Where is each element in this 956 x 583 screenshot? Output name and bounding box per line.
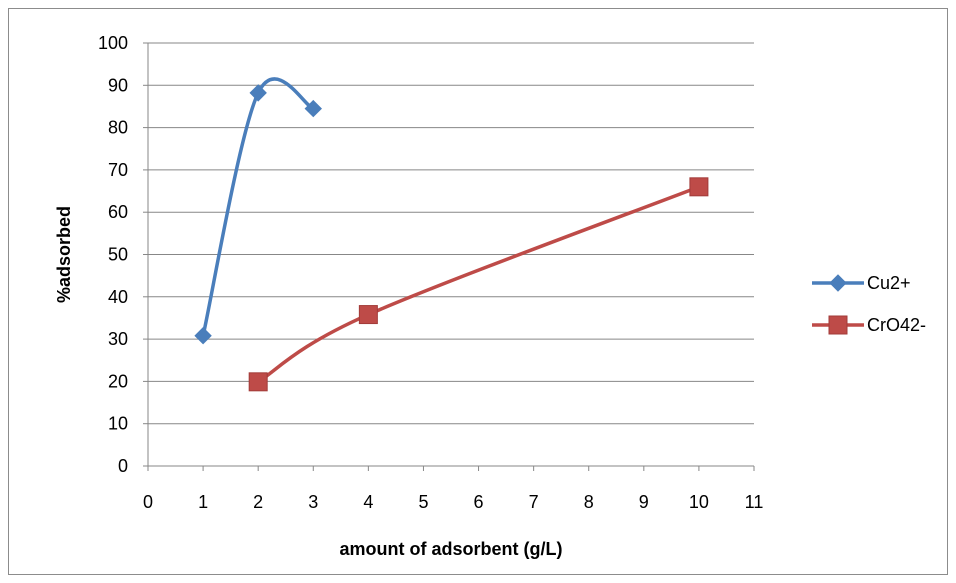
x-tick-label: 11	[745, 492, 764, 512]
legend-label: Cu2+	[867, 273, 911, 293]
data-point	[248, 372, 268, 392]
x-tick-label: 6	[474, 492, 484, 512]
x-tick-label: 1	[198, 492, 208, 512]
series-line	[201, 77, 316, 338]
x-tick-label: 3	[308, 492, 318, 512]
data-point	[194, 327, 212, 345]
y-tick-label: 70	[108, 160, 128, 180]
x-tick-label: 5	[418, 492, 428, 512]
x-tick-label: 7	[529, 492, 539, 512]
x-tick-label: 2	[253, 492, 263, 512]
x-tick-label: 0	[143, 492, 153, 512]
data-point	[304, 99, 322, 118]
y-tick-label: 90	[108, 75, 128, 95]
y-tick-label: 0	[118, 456, 128, 476]
y-tick-label: 50	[108, 245, 128, 265]
chart-area	[8, 8, 948, 575]
y-axis-title: %adsorbed	[54, 206, 74, 303]
data-point	[689, 177, 709, 197]
series-1	[194, 77, 322, 345]
axes: 0 10 20 30 40 50 60 70 80 90 100 0 1 2 3 4 5 6 7 8 9 10 11	[98, 33, 763, 512]
y-tick-label: 30	[108, 329, 128, 349]
data-point	[358, 305, 378, 325]
legend-label: CrO42-	[867, 315, 926, 335]
y-tick-label: 100	[98, 33, 128, 53]
legend-item-2: CrO42-	[812, 315, 926, 335]
series	[194, 77, 709, 392]
y-tick-label: 80	[108, 118, 128, 138]
x-tick-label: 4	[363, 492, 373, 512]
y-tick-label: 20	[108, 371, 128, 391]
data-point	[249, 84, 267, 102]
series-2	[248, 177, 709, 392]
legend-marker	[828, 315, 848, 335]
legend: Cu2+ CrO42-	[812, 273, 926, 335]
legend-item-1: Cu2+	[812, 273, 911, 293]
y-tick-label: 40	[108, 287, 128, 307]
x-axis-title: amount of adsorbent (g/L)	[340, 539, 563, 559]
gridlines	[148, 42, 754, 425]
series-line	[256, 185, 701, 384]
x-tick-label: 8	[584, 492, 594, 512]
legend-marker	[829, 274, 847, 292]
y-tick-label: 10	[108, 414, 128, 434]
x-tick-label: 9	[639, 492, 649, 512]
y-tick-label: 60	[108, 202, 128, 222]
x-tick-label: 10	[689, 492, 709, 512]
